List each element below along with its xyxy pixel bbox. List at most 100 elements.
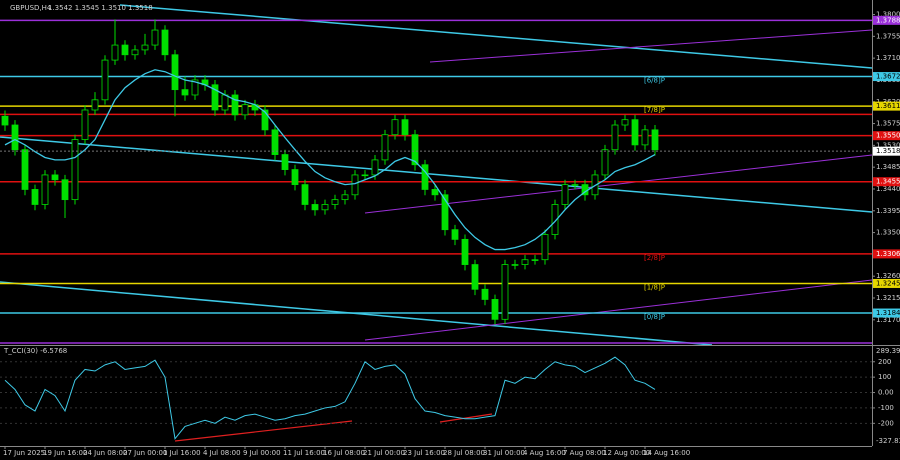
candle-body <box>81 109 89 140</box>
level-box <box>873 131 900 141</box>
cci-trend-line <box>174 420 353 442</box>
y-tick-label: -100 <box>878 404 894 412</box>
candle-body <box>451 229 459 240</box>
level-label: 1.3788 <box>876 16 900 24</box>
indicator-title: T_CCI(30) -6.5768 <box>3 347 67 355</box>
y-tick-label: -200 <box>878 419 894 427</box>
level-label: 1.3611 <box>876 102 900 110</box>
x-tick-label: 21 Jul 00:00 <box>363 449 405 457</box>
candle-body <box>601 149 609 176</box>
x-tick-label: 9 Jul 00:00 <box>243 449 281 457</box>
quote: 1.3542 1.3545 1.3510 1.3518 <box>48 4 153 12</box>
candle-body <box>211 84 219 111</box>
candle-body <box>51 174 59 181</box>
candle-body <box>41 174 49 205</box>
candle-body <box>381 134 389 161</box>
candle-body <box>471 264 479 290</box>
candle-body <box>461 238 469 265</box>
candle-body <box>181 89 189 96</box>
cci-line <box>4 356 656 440</box>
candle-body <box>621 119 629 126</box>
candle-body <box>311 204 319 211</box>
x-tick-label: 19 Jun 16:00 <box>43 449 87 457</box>
candle-body <box>21 149 29 190</box>
candle-body <box>481 288 489 300</box>
candle-body <box>631 119 639 146</box>
plot-bg <box>0 0 872 446</box>
trend-line <box>364 154 873 214</box>
y-tick-label: 1.3350 <box>876 229 900 237</box>
channel-line <box>119 4 873 69</box>
y-tick-label: 1.3395 <box>876 207 900 215</box>
y-tick-label: 1.3170 <box>876 316 900 324</box>
candle-body <box>111 44 119 61</box>
candle-body <box>151 29 159 46</box>
x-tick-label: 14 Aug 16:00 <box>643 449 690 457</box>
candle-body <box>651 129 659 151</box>
candle-body <box>421 164 429 190</box>
price-box <box>873 146 900 156</box>
candle-body <box>571 184 579 186</box>
candle-body <box>91 99 99 111</box>
candle-body <box>411 134 419 166</box>
channel-line <box>0 136 873 213</box>
level-label: 1.3455 <box>876 178 900 186</box>
x-tick-label: 16 Jul 08:00 <box>323 449 365 457</box>
candle-body <box>321 204 329 211</box>
candle-body <box>161 29 169 56</box>
candle-body <box>341 194 349 201</box>
level-label: 1.3184 <box>876 309 900 317</box>
candle-body <box>561 184 569 205</box>
level-box <box>873 308 900 318</box>
candle-body <box>101 59 109 101</box>
x-tick-label: 1 Jul 16:00 <box>163 449 201 457</box>
candle-body <box>241 104 249 116</box>
candle-body <box>281 154 289 170</box>
x-tick-label: 4 Jul 08:00 <box>203 449 241 457</box>
candle-body <box>611 124 619 151</box>
level-box <box>873 101 900 111</box>
level-label: 1.3550 <box>876 132 900 140</box>
candle-body <box>231 94 239 116</box>
candle-body <box>491 299 499 320</box>
trend-line <box>364 279 873 341</box>
y-tick-label: 1.3485 <box>876 163 900 171</box>
candle-body <box>511 264 519 266</box>
candle-body <box>221 94 229 111</box>
murrey-label: [1/8]P <box>644 283 665 291</box>
chart-title: GBPUSD,H4 <box>10 4 52 12</box>
candle-body <box>441 194 449 231</box>
y-tick-label: 1.3440 <box>876 185 900 193</box>
moving-average <box>4 69 656 251</box>
candle-body <box>531 259 539 261</box>
murrey-label: [0/8]P <box>644 313 665 321</box>
candle-body <box>541 234 549 261</box>
candle-body <box>271 129 279 155</box>
candle-body <box>131 49 139 56</box>
candle-body <box>521 259 529 265</box>
y-tick-label: 100 <box>878 373 891 381</box>
level-label: 1.3306 <box>876 250 900 258</box>
y-tick-label: 1.3260 <box>876 272 900 280</box>
cci-trend-lines <box>174 413 493 442</box>
y-limit-label: 289.3969 <box>876 347 900 355</box>
candle-body <box>301 184 309 205</box>
y-tick-label: 1.3710 <box>876 54 900 62</box>
y-tick-label: 0.00 <box>878 389 894 397</box>
cci-trend-line <box>439 413 493 423</box>
candle-body <box>141 44 149 51</box>
x-tick-label: 28 Jul 08:00 <box>443 449 485 457</box>
candle-body <box>11 124 19 151</box>
candle-body <box>361 174 369 177</box>
level-label: 1.3245 <box>876 279 900 287</box>
y-tick-label: 1.3530 <box>876 141 900 149</box>
candle-body <box>371 159 379 176</box>
x-tick-label: 23 Jul 16:00 <box>403 449 445 457</box>
candle-body <box>291 169 299 186</box>
y-tick-label: 1.3755 <box>876 32 900 40</box>
level-box <box>873 15 900 25</box>
y-tick-label: 1.3800 <box>876 11 900 19</box>
x-tick-label: 17 Jun 2025 <box>3 449 45 457</box>
murrey-label: [7/8]P <box>644 106 665 114</box>
